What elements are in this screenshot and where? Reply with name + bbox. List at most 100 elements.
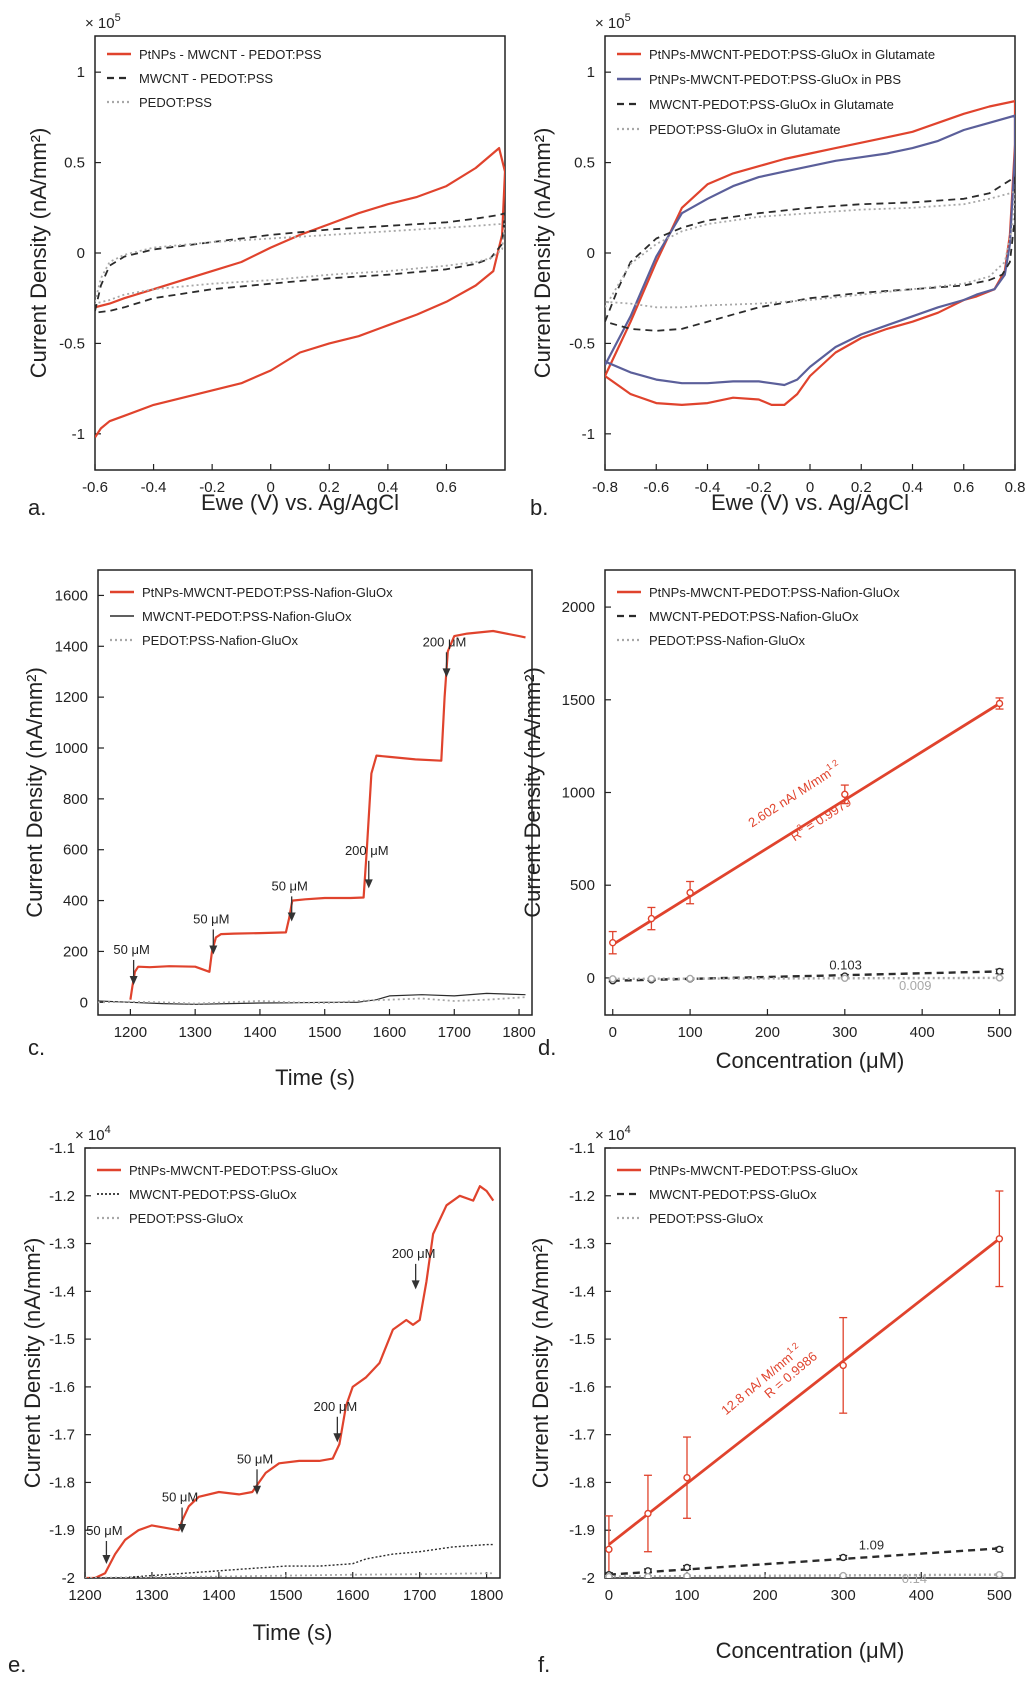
x-tick-label: 0.8 bbox=[1005, 479, 1026, 496]
legend: PtNPs-MWCNT-PEDOT:PSS-GluOx MWCNT-PEDOT:P… bbox=[97, 1163, 338, 1226]
y-tick-label: -1.1 bbox=[49, 1140, 75, 1157]
step-annotation: 200 μM bbox=[423, 634, 467, 649]
x-tick-label: 200 bbox=[753, 1587, 778, 1604]
series-line bbox=[605, 190, 1015, 309]
y-tick-label: -1.2 bbox=[49, 1188, 75, 1205]
x-tick-label: 1700 bbox=[438, 1024, 471, 1041]
data-point bbox=[647, 914, 656, 923]
x-tick-label: 1500 bbox=[308, 1024, 341, 1041]
y-tick-label: 0 bbox=[80, 994, 88, 1011]
panel-letter: a. bbox=[28, 495, 46, 520]
data-point bbox=[609, 938, 617, 947]
y-tick-label: 200 bbox=[63, 943, 88, 960]
x-tick-label: 400 bbox=[910, 1024, 935, 1041]
y-tick-label: 1 bbox=[587, 64, 595, 81]
data-point bbox=[644, 1509, 652, 1518]
legend-entry: PEDOT:PSS-GluOx in Glutamate bbox=[649, 122, 840, 137]
data-point bbox=[683, 1572, 691, 1578]
fit-line bbox=[612, 970, 1000, 982]
step-annotation: 50 μM bbox=[271, 878, 307, 893]
x-tick-label: -0.4 bbox=[141, 479, 167, 496]
y-tick-label: 600 bbox=[63, 842, 88, 859]
x-tick-label: 0 bbox=[267, 479, 275, 496]
legend-entry: PtNPs - MWCNT - PEDOT:PSS bbox=[139, 47, 322, 62]
y-tick-label: -1.7 bbox=[569, 1427, 595, 1444]
step-annotation: 200 μM bbox=[392, 1246, 436, 1261]
legend-entry: PEDOT:PSS-GluOx bbox=[649, 1211, 764, 1226]
y-tick-label: -1.2 bbox=[569, 1188, 595, 1205]
annotation-arrow-head bbox=[287, 912, 296, 922]
chart-panel-b: -0.8 -0.6 -0.4 -0.2 0 0.2 0.4 0.6 0.8 -1 -0.5 0 0.5 1… bbox=[530, 12, 1025, 520]
series-line bbox=[605, 100, 1015, 406]
data-point bbox=[995, 1235, 1004, 1243]
data-point bbox=[995, 699, 1004, 708]
x-tick-label: 0.6 bbox=[953, 479, 974, 496]
data-point bbox=[647, 974, 656, 983]
x-tick-label: 300 bbox=[831, 1587, 856, 1604]
y-tick-label: 0.5 bbox=[574, 155, 595, 172]
axis-multiplier: × 104 bbox=[75, 1124, 111, 1144]
data-point bbox=[686, 888, 694, 897]
y-tick-label: -1.5 bbox=[569, 1331, 595, 1348]
chart-panel-a: -0.6 -0.4 -0.2 0 0.2 0.4 0.6 -1 -0.5 0 0.5 1 × 105 Ew… bbox=[26, 12, 506, 520]
series-line bbox=[98, 992, 526, 1005]
y-tick-label: -1 bbox=[582, 426, 595, 443]
legend-entry: MWCNT - PEDOT:PSS bbox=[139, 71, 273, 86]
x-axis-label: Time (s) bbox=[253, 1620, 333, 1645]
x-tick-label: -0.4 bbox=[695, 479, 721, 496]
series-line bbox=[98, 996, 526, 1005]
y-tick-label: -1.6 bbox=[569, 1379, 595, 1396]
y-tick-label: 1400 bbox=[55, 638, 88, 655]
x-tick-label: 200 bbox=[755, 1024, 780, 1041]
series-line bbox=[605, 176, 1015, 332]
x-tick-label: 100 bbox=[674, 1587, 699, 1604]
data-point bbox=[644, 1572, 652, 1578]
x-tick-label: 100 bbox=[678, 1024, 703, 1041]
panel-letter: e. bbox=[8, 1652, 26, 1677]
data-point bbox=[609, 975, 617, 983]
y-tick-label: -1.4 bbox=[49, 1283, 75, 1300]
annotation-arrow-head bbox=[209, 945, 218, 955]
plot-frame bbox=[84, 1147, 501, 1579]
annotation-arrow-head bbox=[442, 668, 451, 678]
x-tick-label: -0.8 bbox=[592, 479, 618, 496]
annotation-arrow-head bbox=[129, 976, 138, 986]
x-tick-label: 400 bbox=[909, 1587, 934, 1604]
y-axis-label: Current Density (nA/mm²) bbox=[530, 128, 555, 379]
y-tick-label: 500 bbox=[570, 877, 595, 894]
y-axis-label: Current Density (nA/mm²) bbox=[20, 1238, 45, 1489]
data-point bbox=[683, 1473, 691, 1482]
y-tick-label: -1.4 bbox=[569, 1283, 595, 1300]
x-tick-label: 1200 bbox=[114, 1024, 147, 1041]
x-tick-label: 0.2 bbox=[319, 479, 340, 496]
fit-annotation: 1.09 bbox=[859, 1537, 884, 1552]
fit-annotation: 0.103 bbox=[829, 958, 862, 973]
fit-line bbox=[608, 1573, 1000, 1578]
y-tick-label: 1 bbox=[77, 64, 85, 81]
y-tick-label: -1.3 bbox=[569, 1236, 595, 1253]
annotation-arrow-head bbox=[178, 1524, 187, 1533]
x-tick-label: 0.2 bbox=[851, 479, 872, 496]
y-tick-label: 400 bbox=[63, 893, 88, 910]
plot-area bbox=[95, 147, 505, 439]
fit-line bbox=[611, 702, 1001, 946]
y-tick-label: -1.7 bbox=[49, 1427, 75, 1444]
chart-panel-d: 0 100 200 300 400 500 0 500 1000 1500 2000 Concentr… bbox=[520, 569, 1016, 1073]
series-line bbox=[95, 147, 505, 439]
x-tick-label: 1600 bbox=[336, 1587, 369, 1604]
y-tick-label: -1.5 bbox=[49, 1331, 75, 1348]
legend: PtNPs-MWCNT-PEDOT:PSS-Nafion-GluOx MWCNT-… bbox=[110, 585, 393, 648]
data-point bbox=[686, 974, 694, 983]
x-tick-label: 1800 bbox=[470, 1587, 503, 1604]
x-tick-label: 500 bbox=[987, 1587, 1012, 1604]
data-point bbox=[605, 1545, 613, 1554]
y-tick-label: 1500 bbox=[562, 692, 595, 709]
y-tick-label: -1.8 bbox=[49, 1474, 75, 1491]
panel-letter: f. bbox=[538, 1652, 550, 1677]
data-point bbox=[839, 1553, 847, 1562]
panel-letter: b. bbox=[530, 495, 548, 520]
legend-entry: PEDOT:PSS-Nafion-GluOx bbox=[142, 633, 299, 648]
legend-entry: PtNPs-MWCNT-PEDOT:PSS-Nafion-GluOx bbox=[142, 585, 393, 600]
y-tick-label: 1200 bbox=[55, 689, 88, 706]
x-axis-label: Concentration (μM) bbox=[716, 1638, 905, 1663]
